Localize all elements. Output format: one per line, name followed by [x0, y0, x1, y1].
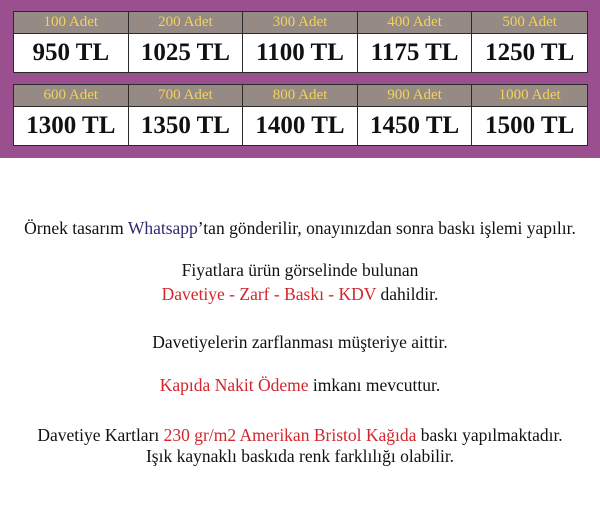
- included-items-highlight: Davetiye - Zarf - Baskı - KDV: [161, 284, 377, 304]
- price-value: 1350 TL: [140, 112, 230, 139]
- quantity-label: 1000 Adet: [472, 85, 587, 107]
- price-value: 1250 TL: [485, 39, 575, 66]
- info-included-items: Davetiye - Zarf - Baskı - KDV dahildir.: [0, 283, 600, 305]
- price-cell: 700 Adet 1350 TL: [128, 85, 244, 145]
- price-cell: 1000 Adet 1500 TL: [472, 85, 587, 145]
- info-payment: Kapıda Nakit Ödeme imkanı mevcuttur.: [0, 374, 600, 396]
- price-cell: 200 Adet 1025 TL: [128, 12, 244, 72]
- info-color-note: Işık kaynaklı baskıda renk farklılığı ol…: [145, 446, 455, 466]
- price-cell: 500 Adet 1250 TL: [472, 12, 587, 72]
- quantity-label: 700 Adet: [128, 85, 243, 107]
- price-value: 1450 TL: [370, 112, 460, 139]
- price-cell: 400 Adet 1175 TL: [357, 12, 473, 72]
- price-value: 1300 TL: [26, 112, 116, 139]
- price-value: 1100 TL: [256, 39, 344, 66]
- payment-highlight: Kapıda Nakit Ödeme: [159, 375, 309, 395]
- price-table-1: 100 Adet 950 TL 200 Adet 1025 TL 300 Adet 1…: [13, 11, 588, 73]
- quantity-label: 600 Adet: [14, 85, 128, 107]
- info-envelope: Davetiyelerin zarflanması müşteriye aitt…: [152, 332, 448, 352]
- text: baskı yapılmaktadır.: [416, 425, 563, 445]
- quantity-label: 800 Adet: [243, 85, 357, 107]
- quantity-label: 200 Adet: [128, 12, 243, 34]
- text: imkanı mevcuttur.: [308, 375, 441, 395]
- text: Davetiye Kartları: [37, 425, 164, 445]
- price-value: 1025 TL: [140, 39, 230, 66]
- quantity-label: 900 Adet: [357, 85, 472, 107]
- price-cell: 300 Adet 1100 TL: [243, 12, 358, 72]
- info-price-includes: Fiyatlara ürün görselinde bulunan: [181, 260, 419, 280]
- text: Örnek tasarım: [24, 218, 128, 238]
- price-cell: 800 Adet 1400 TL: [243, 85, 358, 145]
- price-cell: 600 Adet 1300 TL: [14, 85, 129, 145]
- quantity-label: 400 Adet: [357, 12, 472, 34]
- price-value: 1400 TL: [255, 112, 345, 139]
- info-design-whatsapp: Örnek tasarım Whatsapp’tan gönderilir, o…: [0, 217, 600, 239]
- price-cell: 900 Adet 1450 TL: [357, 85, 473, 145]
- info-paper: Davetiye Kartları 230 gr/m2 Amerikan Bri…: [0, 424, 600, 446]
- text: ’tan gönderilir, onayınızdan sonra baskı…: [197, 218, 576, 238]
- whatsapp-highlight: Whatsapp: [127, 218, 198, 238]
- price-cell: 100 Adet 950 TL: [14, 12, 129, 72]
- quantity-label: 500 Adet: [472, 12, 587, 34]
- quantity-label: 100 Adet: [14, 12, 128, 34]
- price-value: 950 TL: [32, 39, 110, 66]
- quantity-label: 300 Adet: [243, 12, 357, 34]
- price-value: 1500 TL: [485, 112, 575, 139]
- paper-highlight: 230 gr/m2 Amerikan Bristol Kağıda: [163, 425, 417, 445]
- price-table-2: 600 Adet 1300 TL 700 Adet 1350 TL 800 Adet…: [13, 84, 588, 146]
- price-value: 1175 TL: [370, 39, 459, 66]
- text: dahildir.: [376, 284, 439, 304]
